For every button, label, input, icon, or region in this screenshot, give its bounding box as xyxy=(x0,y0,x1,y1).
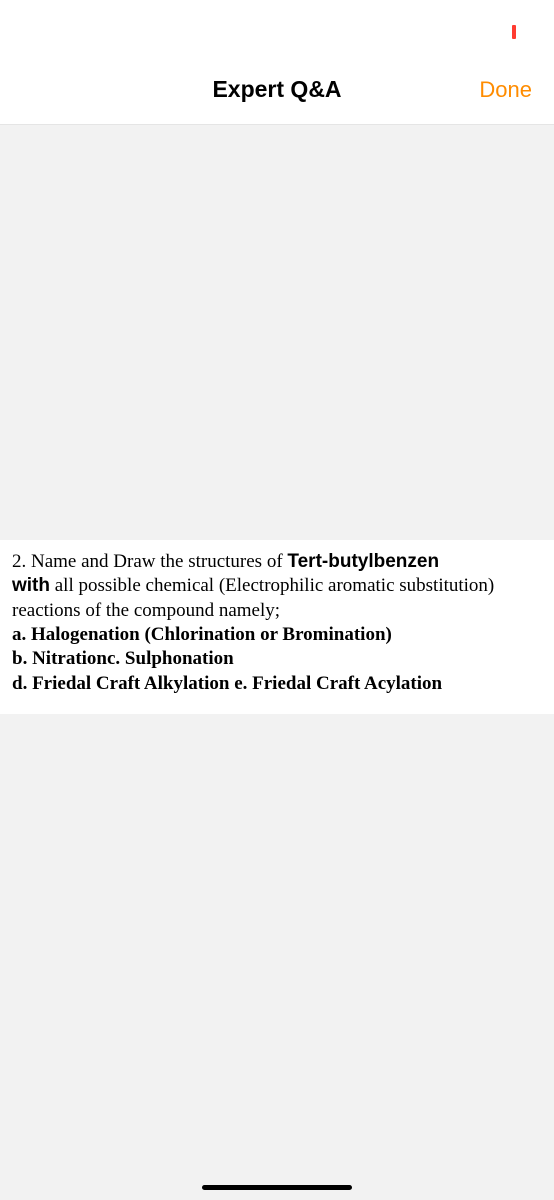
content-area: 2. Name and Draw the structures of Tert-… xyxy=(0,125,554,714)
question-text: 2. Name and Draw the structures of Tert-… xyxy=(12,550,542,696)
compound-name: Tert-butylbenzen xyxy=(287,551,439,572)
option-a: a. Halogenation (Chlorination or Bromina… xyxy=(12,624,392,645)
question-prefix: 2. Name and Draw the structures of xyxy=(12,551,287,572)
question-card: 2. Name and Draw the structures of Tert-… xyxy=(0,540,554,714)
option-b-prefix: b. Nitration xyxy=(12,648,107,669)
navigation-bar: Expert Q&A Done xyxy=(0,55,554,125)
status-bar xyxy=(0,0,554,55)
with-word: with xyxy=(12,575,50,596)
option-b-suffix: c. Sulphonation xyxy=(107,648,234,669)
page-title: Expert Q&A xyxy=(212,76,341,103)
battery-indicator xyxy=(512,25,516,39)
home-indicator[interactable] xyxy=(202,1185,352,1190)
option-d: d. Friedal Craft Alkylation e. Friedal C… xyxy=(12,673,442,694)
question-middle: all possible chemical (Electrophilic aro… xyxy=(12,575,494,620)
done-button[interactable]: Done xyxy=(479,77,532,103)
